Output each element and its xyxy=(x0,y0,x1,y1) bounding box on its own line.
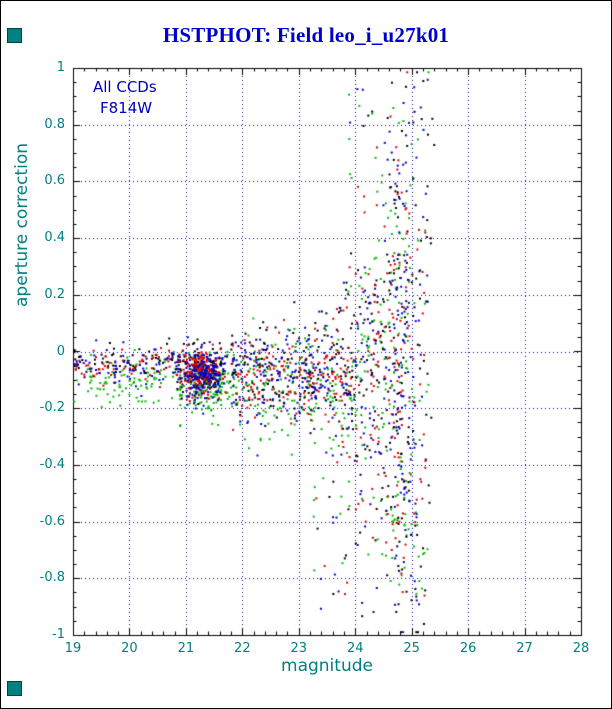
y-tick-label: -0.2 xyxy=(39,400,65,416)
y-tick-label: 0.6 xyxy=(44,173,65,189)
y-tick-label: 0.8 xyxy=(44,116,65,132)
window-corner-marker-top-icon xyxy=(7,28,22,43)
x-tick-label: 28 xyxy=(572,641,590,656)
y-tick-label: -1 xyxy=(52,627,65,642)
y-axis-label: aperture correction xyxy=(12,143,32,307)
y-tick-label: 0 xyxy=(56,343,65,359)
x-tick-label: 21 xyxy=(177,641,195,656)
page-title: HSTPHOT: Field leo_i_u27k01 xyxy=(162,23,450,47)
y-tick-label: -0.4 xyxy=(39,456,65,472)
x-tick-label: 20 xyxy=(121,641,138,656)
x-tick-label: 22 xyxy=(234,641,251,656)
x-tick-label: 27 xyxy=(516,641,533,656)
x-axis-label: magnitude xyxy=(281,656,373,676)
x-tick-label: 25 xyxy=(403,641,420,656)
y-tick-label: 0.4 xyxy=(44,230,65,246)
y-tick-label: 0.2 xyxy=(44,286,65,302)
annotation-all-ccds: All CCDs xyxy=(93,78,157,96)
y-tick-label: -0.6 xyxy=(39,513,65,529)
y-tick-label: -0.8 xyxy=(39,570,65,586)
y-tick-label: 1 xyxy=(56,60,65,75)
annotation-filter-f814w: F814W xyxy=(100,99,153,117)
x-tick-label: 26 xyxy=(459,641,477,656)
window-corner-marker-bottom-icon xyxy=(7,681,22,696)
x-tick-label: 19 xyxy=(64,641,82,656)
x-tick-label: 23 xyxy=(290,641,308,656)
x-tick-label: 24 xyxy=(346,641,364,656)
